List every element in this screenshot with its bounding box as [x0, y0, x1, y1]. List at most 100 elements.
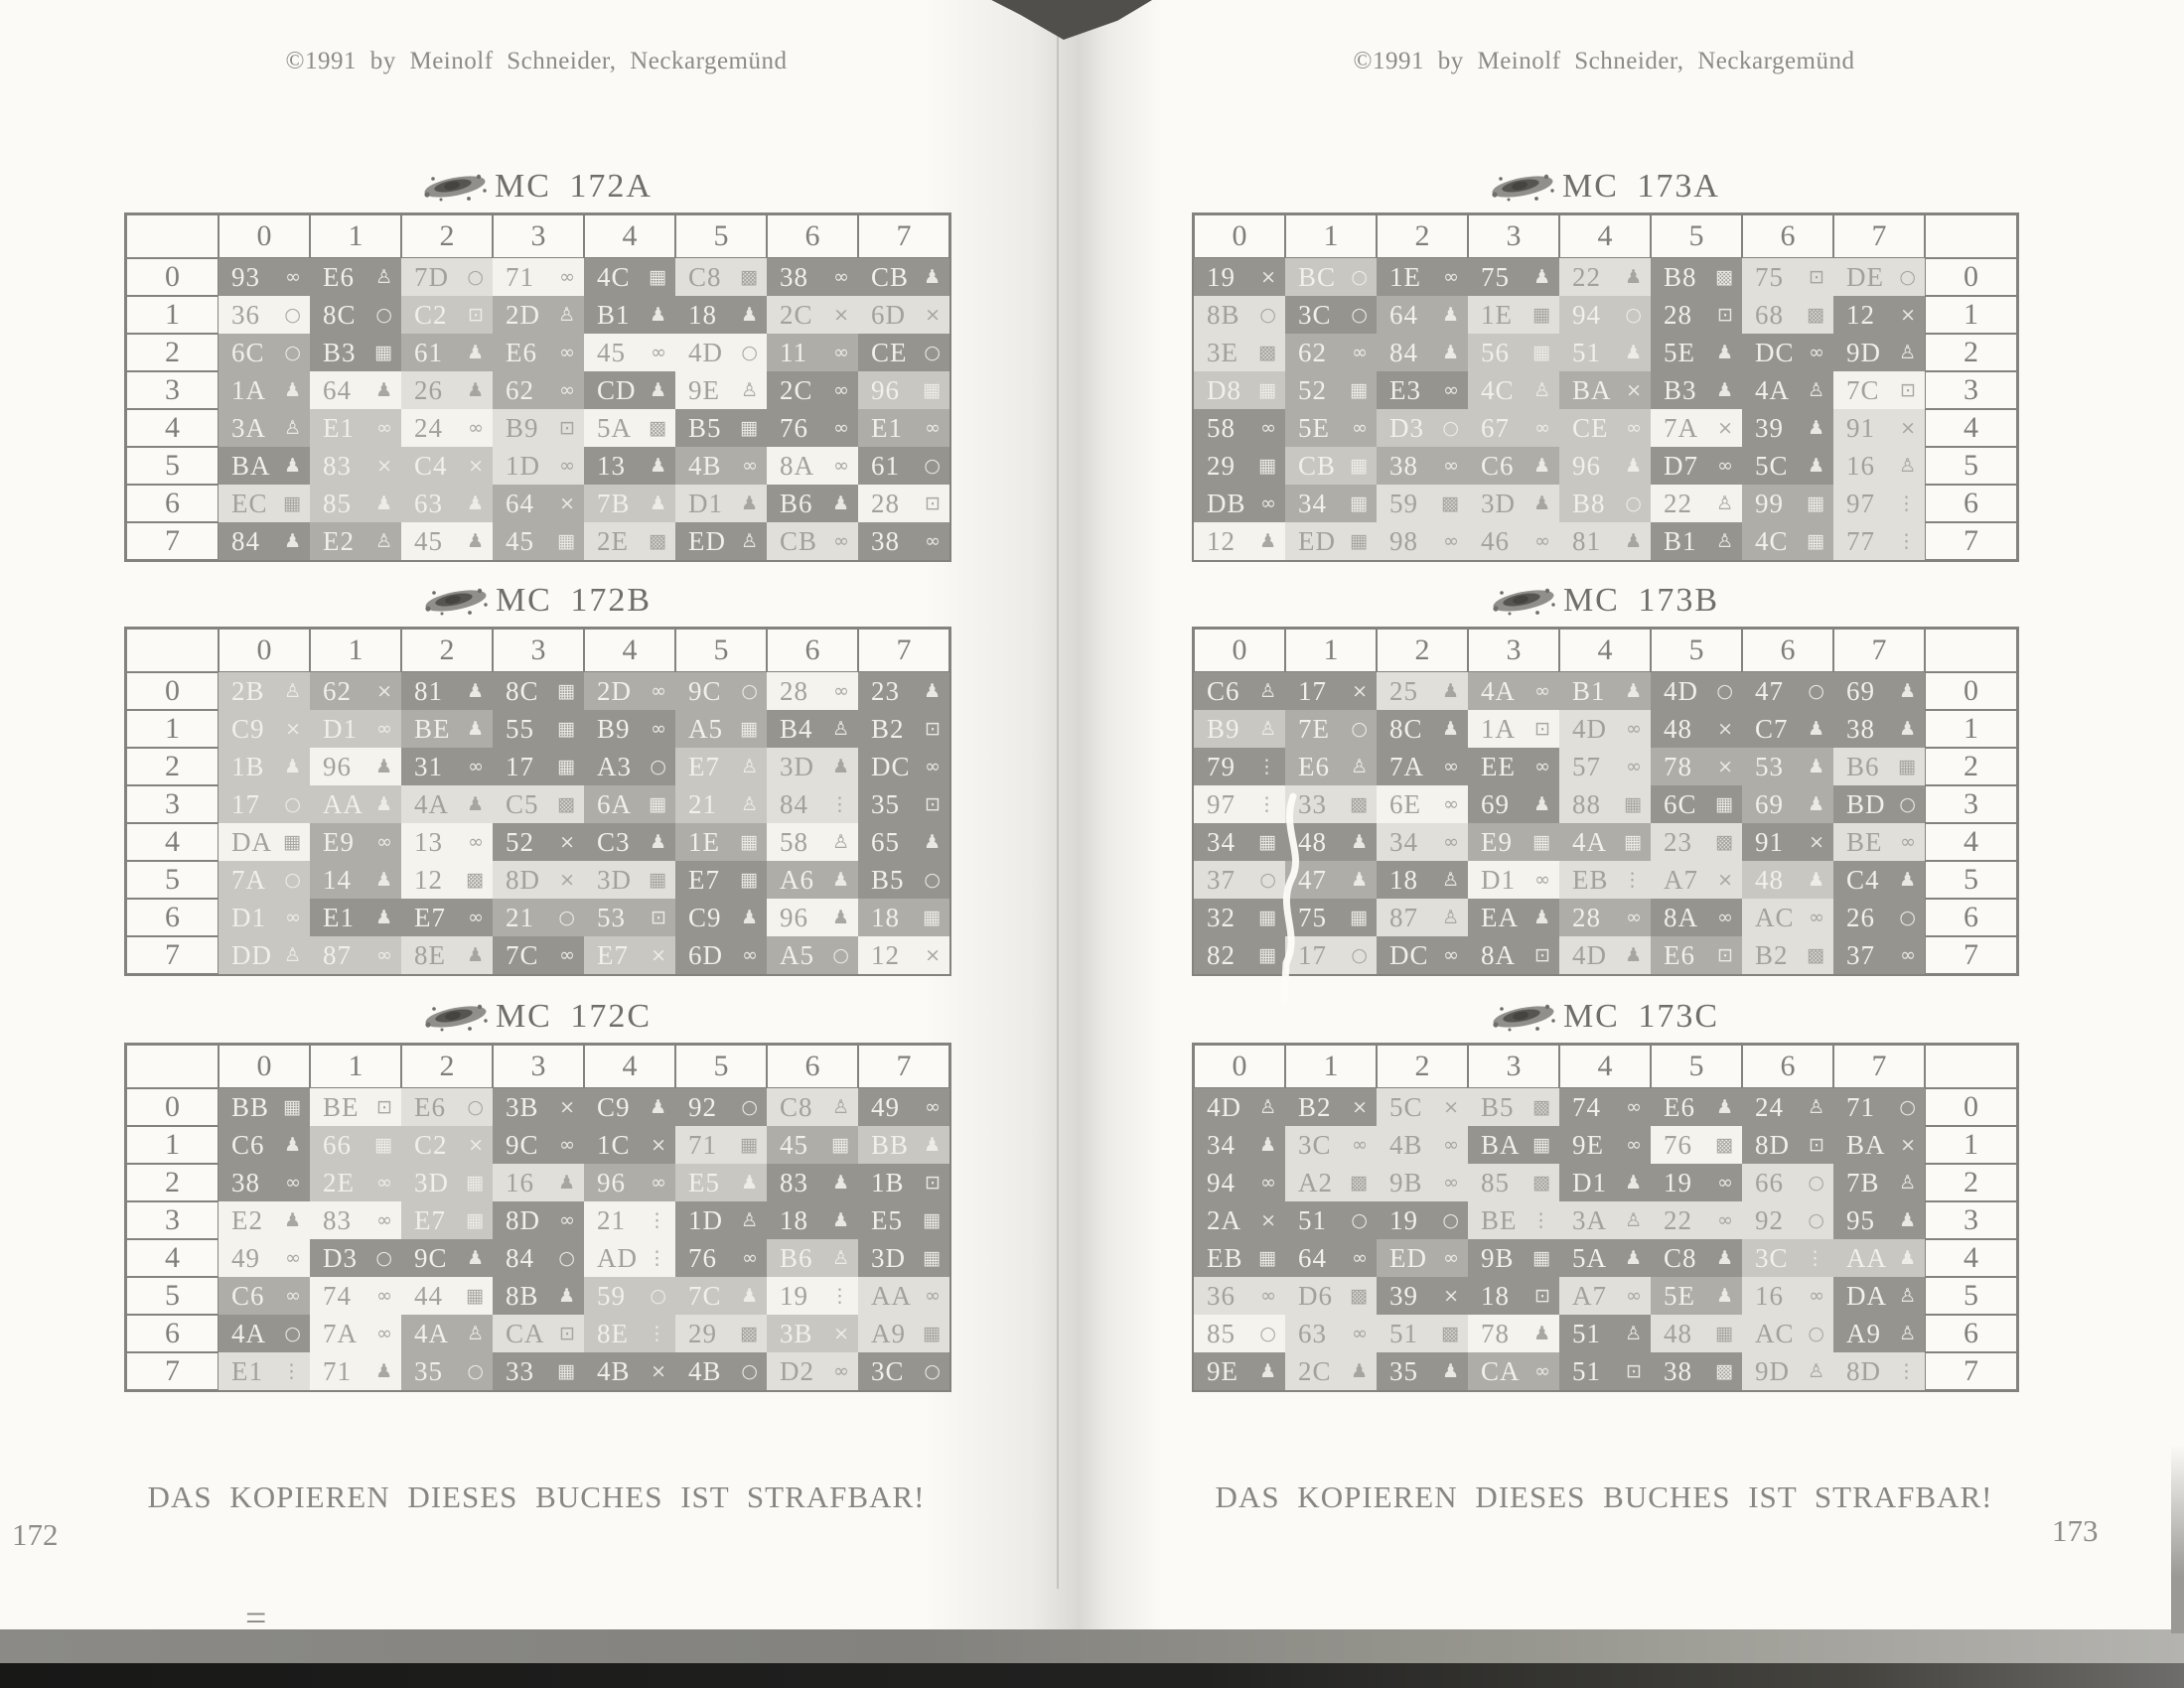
cell-value: 92: [688, 1091, 717, 1122]
code-cell: 38 ∞: [218, 1164, 310, 1201]
bottle-icon: ♟: [740, 1284, 758, 1307]
code-cell: 8E ♟: [401, 936, 493, 974]
code-cell: 34 ▦: [1285, 485, 1377, 522]
code-cell: 1C ×: [584, 1126, 675, 1164]
basket-icon: ▩: [1532, 1171, 1550, 1194]
cell-value: 8A: [1481, 939, 1516, 970]
cell-value: DB: [1207, 488, 1246, 518]
cross-icon: ×: [468, 454, 484, 477]
bottle-icon: ♟: [831, 755, 849, 777]
code-cell: EB ▦: [1194, 1239, 1285, 1277]
bottle-icon: ♟: [1258, 1359, 1276, 1382]
glasses-icon: ∞: [1443, 1171, 1459, 1194]
column-header: 4: [584, 214, 675, 258]
code-cell: 63 ♟: [401, 485, 493, 522]
cell-value: 37: [1846, 939, 1875, 970]
cell-value: 58: [780, 826, 808, 857]
code-cell: DA ▦: [218, 823, 310, 861]
table-title: MC 172A: [124, 161, 947, 212]
code-cell: 4B ∞: [1377, 1126, 1468, 1164]
cell-value: 76: [1664, 1129, 1692, 1160]
column-header: 1: [310, 629, 401, 672]
ring-icon: ○: [284, 1322, 301, 1344]
code-cell: AA ∞: [858, 1277, 949, 1315]
code-cell: 75 ⊡: [1742, 258, 1833, 296]
basket-icon: ▩: [649, 529, 666, 552]
figure-icon: ♙: [1441, 906, 1459, 928]
bottle-icon: ♟: [374, 378, 392, 401]
glasses-icon: ∞: [559, 378, 575, 401]
code-cell: 3D ♟: [767, 748, 858, 785]
code-cell: EE ∞: [1468, 748, 1559, 785]
code-cell: 2B ♙: [218, 672, 310, 710]
column-header: 1: [1285, 629, 1377, 672]
cell-value: E7: [414, 902, 446, 932]
cell-value: 9C: [688, 675, 722, 706]
code-cell: 78 ×: [1651, 748, 1742, 785]
bottle-icon: ♟: [1715, 378, 1733, 401]
glasses-icon: ∞: [1900, 943, 1916, 966]
code-cell: CE ∞: [1559, 409, 1651, 447]
case-icon: ▦: [1898, 755, 1916, 777]
cell-value: 32: [1207, 902, 1236, 932]
code-cell: 85 ○: [1194, 1315, 1285, 1352]
glasses-icon: ∞: [742, 1246, 758, 1269]
code-cell: 8C ○: [310, 296, 401, 334]
code-cell: 3C ⋮: [1742, 1239, 1833, 1277]
code-cell: ED ∞: [1377, 1239, 1468, 1277]
code-cell: 3B ×: [767, 1315, 858, 1352]
cell-value: CB: [871, 261, 910, 292]
case-icon: ▦: [649, 792, 666, 815]
code-cell: 26 ♟: [401, 371, 493, 409]
code-cell: C6 ♙: [1194, 672, 1285, 710]
die-icon: ⊡: [468, 303, 484, 326]
case-icon: ▦: [1258, 454, 1276, 477]
cell-value: CA: [1481, 1355, 1521, 1386]
basket-icon: ▩: [1441, 1322, 1459, 1344]
glasses-icon: ∞: [376, 717, 392, 740]
code-cell: 95 ♟: [1833, 1201, 1925, 1239]
code-cell: 28 ⊡: [858, 485, 949, 522]
glasses-icon: ∞: [1443, 265, 1459, 288]
cell-value: 38: [871, 525, 900, 556]
cell-value: E6: [414, 1091, 446, 1122]
glasses-icon: ∞: [1352, 341, 1368, 363]
cell-value: EA: [1481, 902, 1519, 932]
cross-icon: ×: [925, 303, 941, 326]
code-cell: 8D ∞: [493, 1201, 584, 1239]
cell-value: B5: [1481, 1091, 1515, 1122]
row-header: 1: [1925, 296, 2017, 334]
column-header: 0: [218, 214, 310, 258]
ring-icon: ○: [741, 341, 758, 363]
case-icon: ▦: [283, 1095, 301, 1118]
glasses-icon: ∞: [376, 943, 392, 966]
cell-value: 2E: [597, 525, 629, 556]
ring-icon: ○: [467, 1359, 484, 1382]
ring-icon: ○: [558, 906, 575, 928]
drops-icon: ⋮: [282, 1359, 301, 1382]
bottle-icon: ♟: [740, 906, 758, 928]
code-cell: 3B ×: [493, 1088, 584, 1126]
code-cell: 64 ×: [493, 485, 584, 522]
row-header: 3: [1925, 1201, 2017, 1239]
bottle-icon: ♟: [1624, 679, 1642, 702]
code-cell: 6A ▦: [584, 785, 675, 823]
code-cell: 39 ♟: [1742, 409, 1833, 447]
bottle-icon: ♟: [831, 492, 849, 514]
code-cell: D1 ∞: [1468, 861, 1559, 899]
code-cell: 48 ♟: [1742, 861, 1833, 899]
row-header: 7: [126, 1352, 218, 1390]
code-cell: 84 ♟: [218, 522, 310, 560]
bottle-icon: ♟: [1624, 454, 1642, 477]
cell-value: 8C: [506, 675, 539, 706]
code-cell: 75 ▦: [1285, 899, 1377, 936]
cell-value: CB: [780, 525, 818, 556]
cell-value: B6: [780, 1242, 813, 1273]
cell-value: 91: [1846, 412, 1875, 443]
bottle-icon: ♟: [374, 1359, 392, 1382]
cell-value: 3D: [780, 751, 814, 781]
table-title: MC 173B: [1192, 575, 2015, 627]
copyright-line: ©1991 by Meinolf Schneider, Neckargemünd: [285, 48, 788, 74]
column-header: 3: [1468, 214, 1559, 258]
cell-value: C6: [231, 1129, 265, 1160]
